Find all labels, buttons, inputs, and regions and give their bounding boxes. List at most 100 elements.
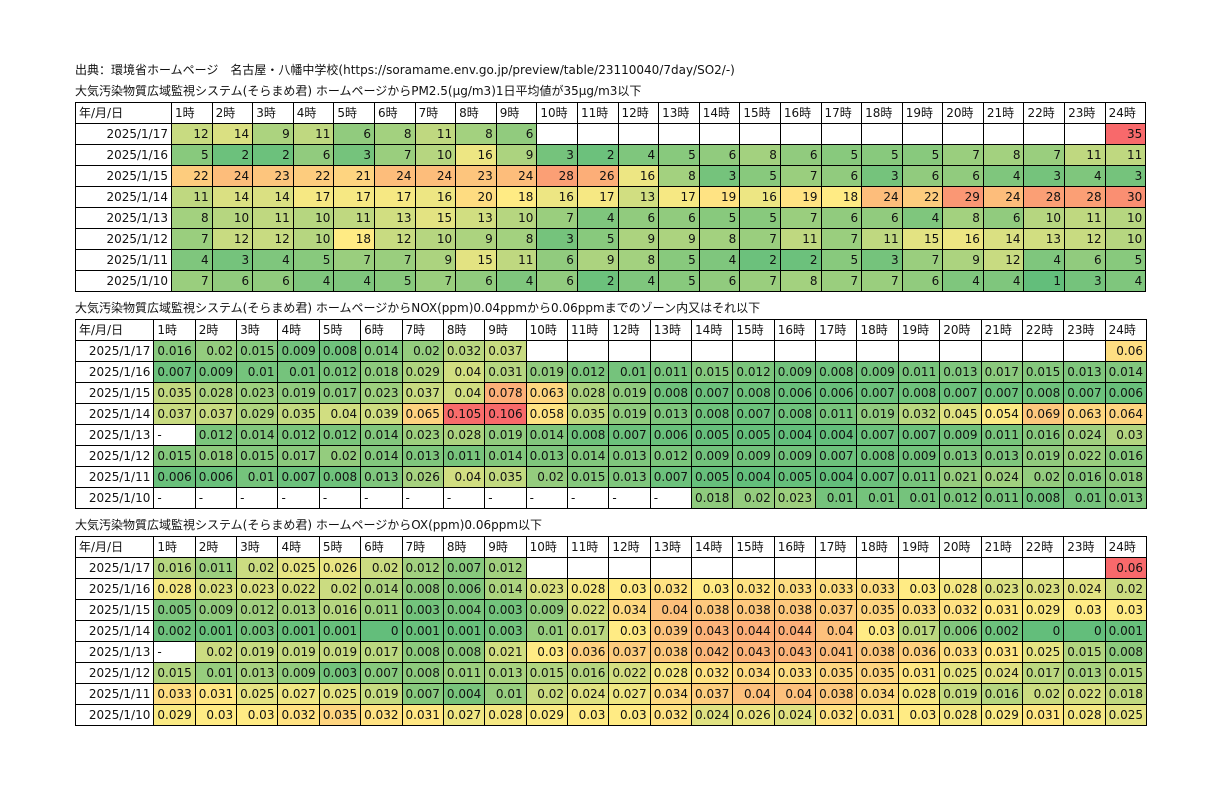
value-cell: 7: [779, 165, 822, 187]
hour-header: 7時: [401, 319, 444, 341]
table-row: 2025/1/16 0.007 0.009 0.01 0.01 0.012 0.018 0.0…: [74, 361, 1148, 383]
table-row: 2025/1/12 0.015 0.018 0.015 0.017 0.02 0.014 0.…: [74, 445, 1148, 467]
value-cell: 0.039: [649, 620, 693, 642]
value-cell: 0.04: [442, 466, 486, 488]
value-cell: 6: [536, 249, 578, 271]
value-cell: 0.038: [691, 599, 734, 621]
value-cell: 0.013: [484, 662, 527, 684]
date-cell: 2025/1/15: [74, 382, 155, 404]
value-cell: 7: [373, 144, 416, 166]
value-cell: 0.033: [773, 662, 817, 684]
value-cell: [856, 340, 899, 362]
value-cell: -: [153, 641, 196, 663]
value-cell: [566, 340, 610, 362]
value-cell: 10: [414, 144, 457, 166]
value-cell: 0.023: [194, 578, 238, 600]
value-cell: 0.008: [1021, 487, 1065, 509]
value-cell: 0.036: [566, 641, 610, 663]
value-cell: 0.032: [691, 662, 734, 684]
value-cell: 0.007: [980, 382, 1023, 404]
value-cell: 0.029: [401, 361, 444, 383]
value-cell: [525, 557, 568, 579]
value-cell: 0.034: [649, 683, 693, 705]
table-row: 2025/1/17 0.016 0.011 0.02 0.025 0.026 0.02 0.0…: [74, 557, 1148, 579]
value-cell: 16: [617, 165, 660, 187]
value-cell: [608, 557, 651, 579]
table-row: 2025/1/14 0.037 0.037 0.029 0.035 0.04 0.039 0.…: [74, 403, 1148, 425]
table-row: 2025/1/13 8 10 11 10 11 13 15 13 10 7 4 6 6 5 5 7 6 6 4 8 6 10…: [75, 207, 1147, 229]
value-cell: 0.013: [939, 445, 982, 467]
value-cell: 0.019: [236, 641, 279, 663]
value-cell: -: [236, 487, 279, 509]
hour-header: 8時: [442, 536, 486, 558]
hour-header: 6時: [373, 102, 416, 124]
hour-header: 4時: [277, 319, 320, 341]
value-cell: 0.012: [318, 424, 362, 446]
value-cell: 0.012: [194, 424, 238, 446]
date-cell: 2025/1/12: [74, 445, 155, 467]
value-cell: 5: [576, 228, 619, 250]
value-cell: 0.001: [194, 620, 238, 642]
value-cell: 0: [1021, 620, 1065, 642]
value-cell: [732, 557, 775, 579]
hour-header: 19時: [901, 102, 944, 124]
value-cell: 0.035: [277, 403, 320, 425]
value-cell: 9: [658, 228, 700, 250]
value-cell: 0.03: [566, 704, 610, 726]
value-cell: 7: [942, 144, 984, 166]
hour-header: 11時: [566, 319, 610, 341]
hour-header: 12時: [608, 536, 651, 558]
value-cell: 0.007: [649, 466, 693, 488]
value-cell: 0.008: [401, 578, 444, 600]
value-cell: 0.015: [1021, 361, 1065, 383]
value-cell: 22: [292, 165, 335, 187]
value-cell: 6: [252, 270, 294, 292]
value-cell: 8: [779, 270, 822, 292]
value-cell: 0.007: [732, 403, 775, 425]
value-cell: 8: [982, 144, 1025, 166]
table-row: 2025/1/17 12 14 9 11 6 8 11 8 6 35: [75, 123, 1147, 145]
value-cell: 0.009: [525, 599, 568, 621]
value-cell: 0.003: [484, 620, 527, 642]
hour-header: 20時: [942, 102, 984, 124]
value-cell: 6: [617, 207, 660, 229]
hour-header: 8時: [442, 319, 486, 341]
value-cell: 0.023: [236, 382, 279, 404]
value-cell: 0.017: [318, 382, 362, 404]
value-cell: 0.006: [773, 382, 817, 404]
value-cell: 0.037: [194, 403, 238, 425]
value-cell: 0.018: [691, 487, 734, 509]
value-cell: 0.011: [815, 403, 858, 425]
value-cell: 0.017: [980, 361, 1023, 383]
value-cell: 0.032: [649, 704, 693, 726]
value-cell: 0.02: [360, 557, 403, 579]
value-cell: 0.026: [401, 466, 444, 488]
hour-header: 21時: [980, 319, 1023, 341]
value-cell: 8: [658, 165, 700, 187]
hour-header: 17時: [815, 536, 858, 558]
value-cell: 0.03: [1104, 599, 1148, 621]
value-cell: 28: [1064, 186, 1106, 208]
value-cell: 12: [171, 123, 213, 145]
value-cell: 0.02: [1021, 466, 1065, 488]
value-cell: 0.016: [318, 599, 362, 621]
value-cell: -: [608, 487, 651, 509]
hour-header: 23時: [1064, 102, 1106, 124]
value-cell: 0.02: [401, 340, 444, 362]
value-cell: 0.016: [1063, 466, 1106, 488]
value-cell: 0.006: [194, 466, 238, 488]
value-cell: 0.022: [1063, 445, 1106, 467]
hour-header: 17時: [815, 319, 858, 341]
value-cell: 0.009: [897, 445, 941, 467]
value-cell: 0.016: [566, 662, 610, 684]
value-cell: 11: [779, 228, 822, 250]
hour-header: 22時: [1021, 536, 1065, 558]
value-cell: 7: [414, 270, 457, 292]
value-cell: [897, 557, 941, 579]
value-cell: 8: [455, 123, 497, 145]
value-cell: 10: [1023, 207, 1066, 229]
date-cell: 2025/1/14: [74, 403, 155, 425]
value-cell: 0.031: [194, 683, 238, 705]
value-cell: 0.019: [939, 683, 982, 705]
value-cell: 0.008: [1104, 641, 1148, 663]
